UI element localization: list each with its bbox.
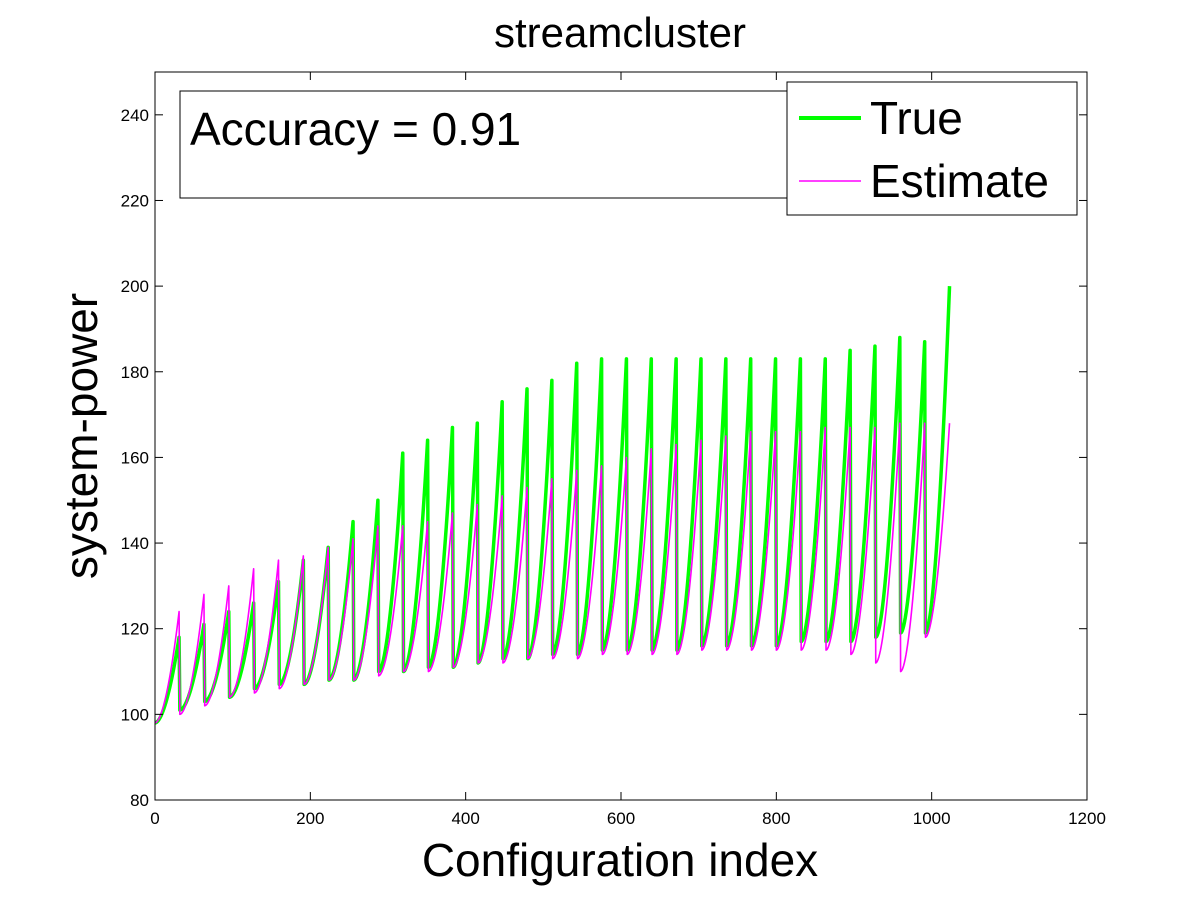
x-tick-label: 200: [296, 809, 324, 828]
chart-title: streamcluster: [494, 9, 746, 56]
y-tick-label: 160: [121, 448, 149, 467]
annotation-box: [179, 90, 793, 199]
x-tick-label: 0: [150, 809, 159, 828]
legend-label-true: True: [870, 92, 963, 144]
y-tick-label: 80: [130, 791, 149, 810]
x-tick-label: 600: [607, 809, 635, 828]
y-axis-label: system-power: [55, 293, 107, 579]
y-axis-ticks: 80 100 120 140 160 180 200 220 240: [121, 106, 1087, 810]
plot-series: [154, 286, 952, 725]
x-tick-label: 1200: [1068, 809, 1106, 828]
x-axis-label: Configuration index: [422, 834, 818, 886]
y-tick-label: 180: [121, 363, 149, 382]
y-tick-label: 100: [121, 705, 149, 724]
y-tick-label: 140: [121, 534, 149, 553]
y-tick-label: 200: [121, 277, 149, 296]
x-tick-label: 400: [451, 809, 479, 828]
accuracy-annotation: Accuracy = 0.91: [179, 90, 793, 199]
x-tick-label: 1000: [913, 809, 951, 828]
x-tick-label: 800: [762, 809, 790, 828]
y-tick-label: 220: [121, 191, 149, 210]
legend-box: [786, 81, 1078, 216]
legend-label-estimate: Estimate: [870, 155, 1049, 207]
legend: True Estimate: [786, 81, 1078, 216]
y-tick-label: 240: [121, 106, 149, 125]
annotation-text: Accuracy = 0.91: [190, 103, 521, 155]
y-tick-label: 120: [121, 620, 149, 639]
x-axis-ticks: 0 200 400 600 800 1000 1200: [150, 72, 1106, 828]
series-line-estimate: [154, 422, 951, 724]
